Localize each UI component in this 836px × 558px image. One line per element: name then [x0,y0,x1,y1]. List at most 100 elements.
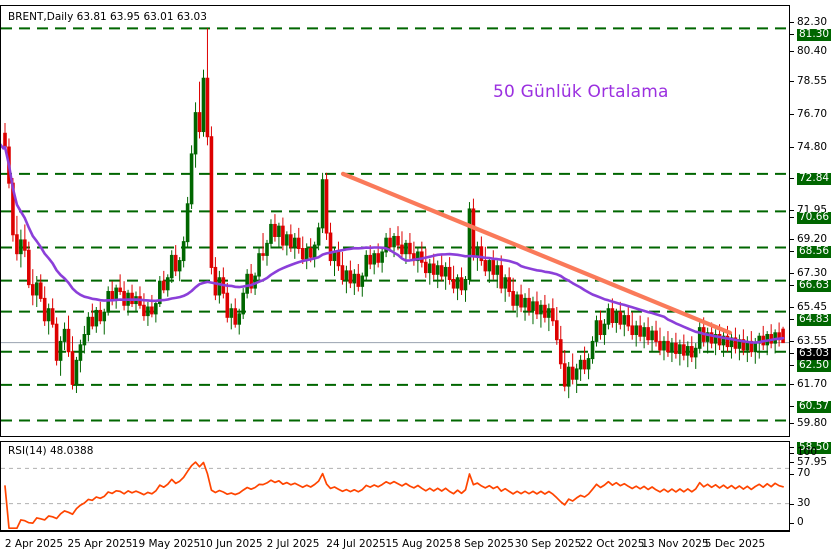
candle-body [682,344,686,356]
candle-body [277,225,281,237]
candle-body [713,334,718,344]
date-axis[interactable]: 2 Apr 2025 25 Apr 2025 19 May 2025 10 Jun 2… [0,531,790,558]
price-axis-tick [790,353,794,354]
price-axis-label: 76.70 [797,108,828,120]
quote-header: BRENT,Daily 63.81 63.95 63.01 63.03 [8,11,207,23]
price-axis-label: 72.84 [797,172,832,185]
price-axis-label: 82.30 [797,16,828,28]
price-axis-label: 63.55 [797,335,828,347]
price-axis-tick [790,51,794,52]
candle-body [566,366,571,387]
candle-body [686,346,690,356]
candle-body [471,208,476,256]
candle-body [717,334,722,346]
candle-body [114,287,118,301]
rsi-axis[interactable]: 100 70 30 0 [790,441,836,531]
candle-body [261,253,265,256]
candle-body [511,291,515,306]
candle-body [173,254,178,272]
price-axis[interactable]: 82.30 81.30 80.40 78.55 76.70 74.80 72.84 71.95… [790,5,836,468]
candle-body [110,291,114,301]
candle-body [42,297,47,322]
candle-body [50,308,55,325]
price-axis-tick [790,384,794,385]
candle-body [265,242,269,256]
candle-body [122,291,126,306]
candle-body [189,153,194,205]
candle-body [3,132,7,148]
candle-body [427,263,432,274]
candle-body [225,292,230,318]
price-plot-area[interactable] [1,6,789,436]
price-axis-label: 65.45 [797,301,828,313]
candle-body [38,282,43,299]
candle-body [416,251,420,262]
candle-body [229,308,234,318]
date-axis-label: 10 Jun 2025 [199,538,263,550]
rsi-plot-area[interactable] [1,442,789,530]
candle-body [670,342,674,353]
candle-body [209,136,214,268]
candle-body [554,320,559,341]
candle-body [82,334,87,346]
candle-body [296,237,301,250]
candle-body [423,261,428,274]
candle-body [177,260,182,272]
candle-body [590,340,595,360]
candle-body [372,253,376,265]
candle-body [289,234,293,248]
candle-body [606,308,611,325]
price-axis-label: 66.63 [797,279,832,292]
candle-body [594,320,599,342]
date-axis-label: 24 Jul 2025 [326,538,386,550]
price-axis-label: 64.83 [797,313,832,326]
price-chart-panel[interactable]: BRENT,Daily 63.81 63.95 63.01 63.03 50 G… [0,5,790,437]
candle-body [638,325,642,337]
candle-body [523,297,527,308]
price-axis-label: 60.57 [797,400,832,413]
candle-body [547,308,551,318]
price-axis-tick [790,114,794,115]
candle-body [570,366,575,380]
price-axis-label: 74.80 [797,141,828,153]
candle-body [269,223,273,244]
candle-body [360,275,365,287]
candle-body [404,242,408,255]
rsi-indicator-panel[interactable]: RSI(14) 48.0388 [0,441,790,531]
candle-body [626,315,631,327]
candle-body [58,340,63,361]
price-axis-label: 69.20 [797,233,828,245]
candle-body [562,363,567,387]
date-axis-label: 15 Aug 2025 [385,538,453,550]
price-axis-tick [790,217,794,218]
candle-body [781,328,785,344]
candle-body [74,359,79,385]
candle-body [527,297,531,311]
candle-body [380,251,384,263]
price-axis-tick [790,81,794,82]
date-axis-label: 5 Dec 2025 [704,538,766,550]
date-axis-label: 30 Sep 2025 [514,538,582,550]
candle-body [344,270,349,280]
candle-body [693,347,698,358]
candle-body [368,254,373,265]
candle-body [503,277,507,289]
candle-body [733,337,738,349]
candle-body [30,284,35,296]
candle-body [169,254,174,279]
candle-body [487,260,492,272]
price-axis-label: 62.50 [797,359,832,372]
price-axis-label: 59.80 [797,417,828,429]
candle-body [622,315,627,325]
candle-body [320,179,325,229]
candle-body [15,234,19,255]
candle-body [725,335,730,348]
rsi-axis-label: 70 [797,467,811,479]
candle-body [586,358,591,370]
candle-body [610,308,615,323]
candle-body [154,303,158,315]
candle-body [86,316,91,336]
price-axis-label: 58.50 [797,441,832,454]
candle-body [94,309,99,327]
moving-average-line [1,143,785,344]
